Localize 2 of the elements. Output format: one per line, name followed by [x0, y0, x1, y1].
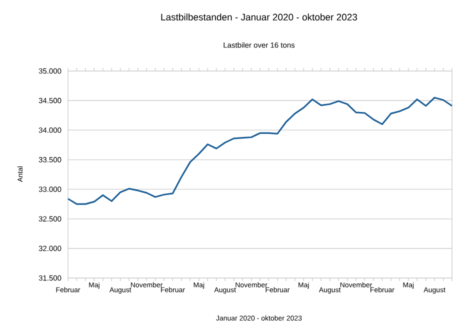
- line-series: [67, 96, 453, 205]
- chart-title: Lastbilbestanden - Januar 2020 - oktober 2023: [161, 14, 358, 20]
